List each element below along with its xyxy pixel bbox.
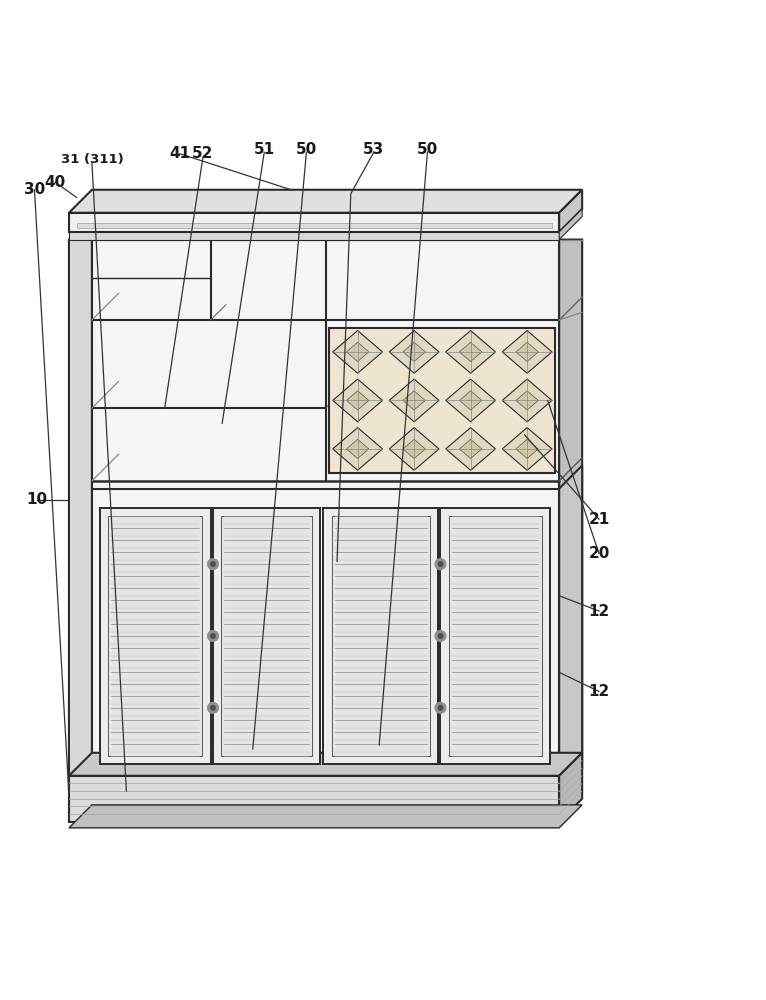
- Text: 10: 10: [26, 492, 47, 507]
- Polygon shape: [440, 508, 550, 764]
- Polygon shape: [221, 516, 312, 756]
- Text: 12: 12: [588, 684, 610, 699]
- Polygon shape: [346, 439, 368, 459]
- Polygon shape: [69, 190, 582, 213]
- Polygon shape: [516, 391, 538, 410]
- Polygon shape: [446, 428, 496, 470]
- Polygon shape: [100, 508, 211, 764]
- Text: 20: 20: [588, 546, 610, 561]
- Polygon shape: [559, 240, 582, 481]
- Polygon shape: [502, 428, 552, 470]
- Polygon shape: [502, 331, 552, 373]
- Polygon shape: [446, 379, 496, 422]
- Polygon shape: [69, 805, 582, 828]
- Circle shape: [435, 631, 446, 641]
- Polygon shape: [460, 391, 482, 410]
- Polygon shape: [69, 753, 582, 776]
- Polygon shape: [346, 342, 368, 362]
- Polygon shape: [346, 391, 368, 410]
- Text: 41: 41: [169, 146, 191, 161]
- Text: 40: 40: [44, 175, 66, 190]
- Circle shape: [435, 559, 446, 569]
- Polygon shape: [449, 516, 542, 756]
- Circle shape: [438, 706, 443, 710]
- Polygon shape: [332, 428, 382, 470]
- Circle shape: [435, 702, 446, 713]
- Polygon shape: [403, 391, 425, 410]
- Text: 50: 50: [296, 142, 317, 157]
- Text: 30: 30: [24, 182, 45, 197]
- Polygon shape: [69, 213, 559, 232]
- Polygon shape: [559, 209, 582, 240]
- Text: 21: 21: [588, 512, 610, 527]
- Polygon shape: [69, 776, 559, 822]
- Polygon shape: [403, 342, 425, 362]
- Bar: [329, 328, 555, 473]
- Text: 53: 53: [363, 142, 385, 157]
- Text: 31 (311): 31 (311): [61, 153, 123, 166]
- Polygon shape: [516, 342, 538, 362]
- Text: 52: 52: [192, 146, 214, 161]
- Text: 50: 50: [417, 142, 438, 157]
- Circle shape: [208, 702, 218, 713]
- Circle shape: [211, 706, 215, 710]
- Polygon shape: [460, 439, 482, 459]
- Polygon shape: [69, 240, 92, 791]
- Circle shape: [211, 634, 215, 638]
- Polygon shape: [559, 466, 582, 776]
- Polygon shape: [69, 232, 559, 240]
- Polygon shape: [389, 379, 439, 422]
- Polygon shape: [403, 439, 425, 459]
- Polygon shape: [516, 439, 538, 459]
- Circle shape: [438, 634, 443, 638]
- Circle shape: [211, 562, 215, 566]
- Polygon shape: [332, 516, 430, 756]
- Polygon shape: [323, 508, 438, 764]
- Text: 12: 12: [588, 604, 610, 619]
- Polygon shape: [502, 379, 552, 422]
- Polygon shape: [332, 331, 382, 373]
- Polygon shape: [389, 428, 439, 470]
- Polygon shape: [92, 240, 559, 791]
- Polygon shape: [213, 508, 320, 764]
- Polygon shape: [332, 379, 382, 422]
- Polygon shape: [389, 331, 439, 373]
- Polygon shape: [77, 223, 552, 228]
- Text: 51: 51: [254, 142, 275, 157]
- Polygon shape: [559, 190, 582, 232]
- Circle shape: [208, 631, 218, 641]
- Polygon shape: [108, 516, 202, 756]
- Polygon shape: [446, 331, 496, 373]
- Polygon shape: [559, 753, 582, 822]
- Circle shape: [208, 559, 218, 569]
- Polygon shape: [559, 240, 582, 791]
- Polygon shape: [460, 342, 482, 362]
- Circle shape: [438, 562, 443, 566]
